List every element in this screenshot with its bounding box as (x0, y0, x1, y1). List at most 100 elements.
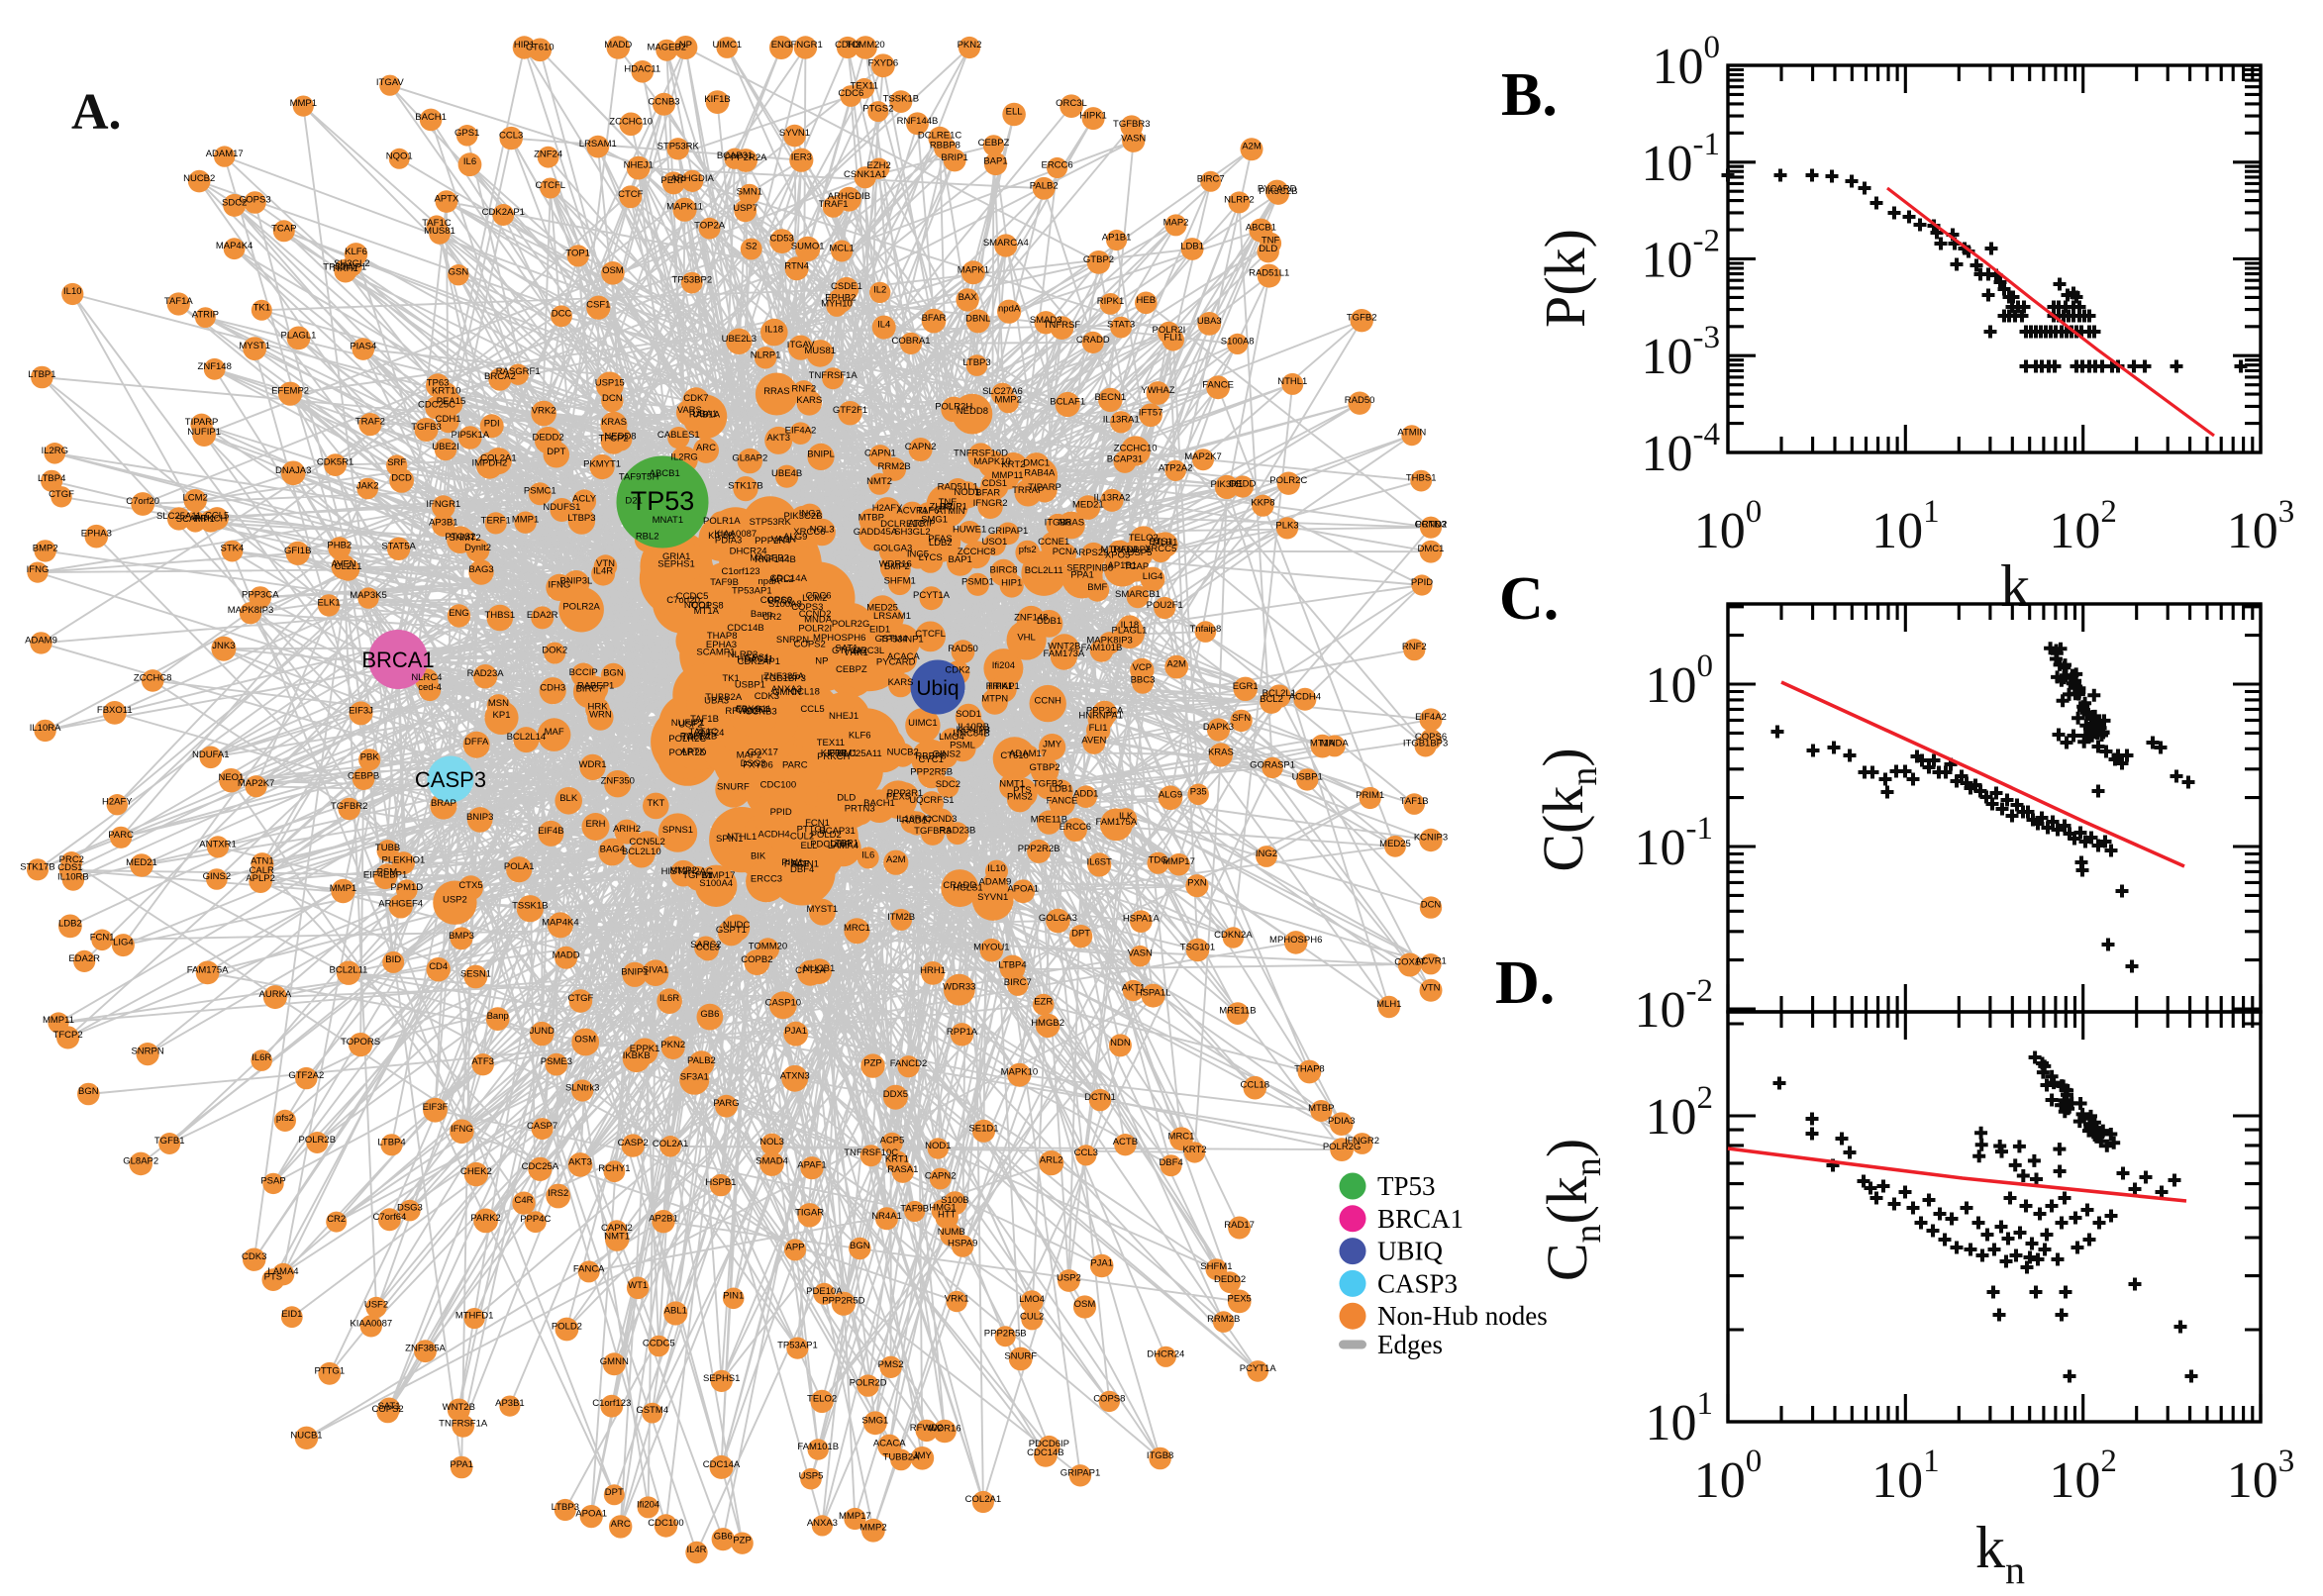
svg-text:KRAS: KRAS (1208, 748, 1234, 758)
svg-text:PLEKHO1: PLEKHO1 (381, 855, 425, 866)
svg-text:GTF2A2: GTF2A2 (288, 1070, 324, 1081)
svg-text:PPP2R2A: PPP2R2A (725, 152, 767, 163)
svg-text:TUBB2A: TUBB2A (883, 1451, 921, 1462)
svg-text:MED21: MED21 (126, 857, 157, 868)
svg-text:WDR1: WDR1 (579, 759, 607, 770)
svg-text:ACIN1: ACIN1 (791, 858, 819, 869)
svg-text:YWHAZ: YWHAZ (1141, 385, 1175, 396)
svg-text:LIG4: LIG4 (113, 938, 134, 948)
svg-text:APTX: APTX (680, 747, 705, 757)
svg-text:ANXA3: ANXA3 (771, 684, 802, 695)
svg-text:DDB1: DDB1 (1037, 616, 1061, 627)
svg-text:BMP2: BMP2 (884, 561, 910, 572)
svg-text:THBS1: THBS1 (1406, 473, 1437, 484)
svg-text:B.: B. (1501, 61, 1558, 129)
svg-text:SNURF: SNURF (717, 782, 750, 793)
svg-text:IL4: IL4 (877, 320, 890, 331)
svg-text:SRF: SRF (387, 457, 406, 468)
svg-text:RANBP2: RANBP2 (1113, 545, 1151, 555)
svg-text:TP53INP1: TP53INP1 (880, 634, 924, 645)
svg-text:RAD51L1: RAD51L1 (1249, 268, 1289, 279)
svg-text:MNAT1: MNAT1 (653, 515, 684, 526)
svg-text:OSM: OSM (602, 265, 624, 276)
svg-text:MAP2K7: MAP2K7 (238, 778, 275, 789)
svg-text:UBE2L3: UBE2L3 (722, 334, 757, 345)
svg-text:MADD: MADD (604, 40, 632, 50)
svg-text:THAP8: THAP8 (1294, 1064, 1325, 1075)
svg-text:PIK3R1: PIK3R1 (1211, 479, 1244, 490)
svg-text:MMP1: MMP1 (290, 98, 317, 109)
svg-text:BCLAF1: BCLAF1 (1050, 397, 1085, 408)
svg-text:RAD17: RAD17 (902, 816, 933, 827)
svg-text:MAP2: MAP2 (1163, 217, 1189, 228)
svg-text:MUS81: MUS81 (804, 346, 836, 356)
svg-text:LTBP4: LTBP4 (38, 473, 65, 484)
svg-text:SNRPN: SNRPN (131, 1047, 163, 1057)
svg-text:ARHGEF4: ARHGEF4 (378, 898, 423, 909)
svg-text:MRC1: MRC1 (1168, 1131, 1195, 1142)
svg-text:ORC3L: ORC3L (1056, 98, 1087, 109)
svg-text:DCN: DCN (1421, 900, 1442, 911)
svg-text:CCNE1: CCNE1 (1038, 537, 1069, 548)
svg-text:WRN: WRN (589, 710, 612, 721)
svg-text:POLA1: POLA1 (504, 861, 535, 872)
svg-text:C4R: C4R (514, 1195, 533, 1206)
svg-text:Ubiq: Ubiq (916, 677, 959, 700)
svg-text:UIMC1: UIMC1 (713, 40, 743, 50)
svg-text:PARC: PARC (782, 760, 808, 771)
svg-text:MMP17: MMP17 (1162, 856, 1195, 867)
svg-text:PYCARD: PYCARD (876, 657, 916, 668)
svg-text:MNDA: MNDA (804, 615, 833, 626)
svg-text:IL13RA1: IL13RA1 (1103, 414, 1140, 425)
svg-text:RNF2: RNF2 (791, 384, 816, 395)
svg-text:CD4: CD4 (429, 961, 448, 972)
svg-text:TNF: TNF (939, 497, 958, 508)
svg-text:MT1A: MT1A (1310, 739, 1336, 749)
svg-text:MTHFD1: MTHFD1 (455, 1311, 494, 1322)
svg-text:ABCB1: ABCB1 (1246, 223, 1276, 234)
svg-text:ADD1: ADD1 (1073, 789, 1098, 800)
svg-text:MAP3K5: MAP3K5 (350, 590, 387, 601)
svg-text:MRC1: MRC1 (844, 923, 870, 934)
svg-text:EZH2: EZH2 (867, 160, 891, 171)
svg-text:PSML: PSML (950, 741, 975, 751)
svg-text:SH3GL2: SH3GL2 (894, 527, 930, 538)
svg-text:pfs2: pfs2 (276, 1113, 294, 1124)
svg-text:TGFB2: TGFB2 (1347, 313, 1377, 324)
svg-text:CUL2: CUL2 (790, 831, 814, 842)
svg-text:DAPK3: DAPK3 (1203, 722, 1234, 733)
svg-text:POLR2B: POLR2B (299, 1135, 337, 1146)
svg-text:UBE2I: UBE2I (432, 442, 458, 452)
svg-text:RAB1A: RAB1A (689, 409, 721, 420)
svg-text:BLK: BLK (559, 793, 578, 804)
svg-text:TP53BP2: TP53BP2 (671, 275, 712, 286)
svg-text:CCND2: CCND2 (799, 609, 832, 620)
svg-text:C7orf64: C7orf64 (372, 1212, 406, 1223)
svg-text:SESN1: SESN1 (460, 969, 491, 980)
svg-text:CDC25C: CDC25C (418, 400, 455, 411)
svg-text:BRIP1: BRIP1 (940, 501, 966, 512)
svg-text:PRIM1: PRIM1 (1356, 790, 1384, 801)
svg-text:D.: D. (1495, 949, 1555, 1017)
svg-text:ADAM17: ADAM17 (1009, 748, 1047, 759)
svg-text:COX17: COX17 (1394, 957, 1425, 968)
svg-text:USP7: USP7 (733, 203, 758, 214)
svg-text:AP1B1: AP1B1 (1108, 560, 1138, 571)
svg-text:BCL2L1: BCL2L1 (1262, 688, 1296, 699)
svg-text:TEX11: TEX11 (851, 80, 878, 91)
svg-text:BECN1: BECN1 (1094, 392, 1126, 403)
svg-text:COPS2: COPS2 (794, 640, 826, 650)
svg-text:SLC25A11: SLC25A11 (156, 511, 201, 522)
svg-text:PKN2: PKN2 (958, 40, 982, 50)
svg-text:BMP3: BMP3 (449, 931, 474, 942)
svg-text:MMP17: MMP17 (839, 1511, 871, 1522)
svg-text:ERCC6: ERCC6 (1060, 822, 1091, 833)
svg-text:UBA3: UBA3 (704, 695, 729, 706)
svg-text:BNIP3: BNIP3 (466, 812, 493, 823)
svg-text:POLR2I: POLR2I (1153, 325, 1186, 336)
svg-text:CTCFL: CTCFL (535, 180, 565, 191)
svg-text:USP2: USP2 (443, 895, 467, 906)
svg-text:MAGEB2: MAGEB2 (750, 552, 789, 563)
svg-text:UNC84B: UNC84B (953, 729, 990, 740)
svg-text:CEBPZ: CEBPZ (836, 664, 867, 675)
